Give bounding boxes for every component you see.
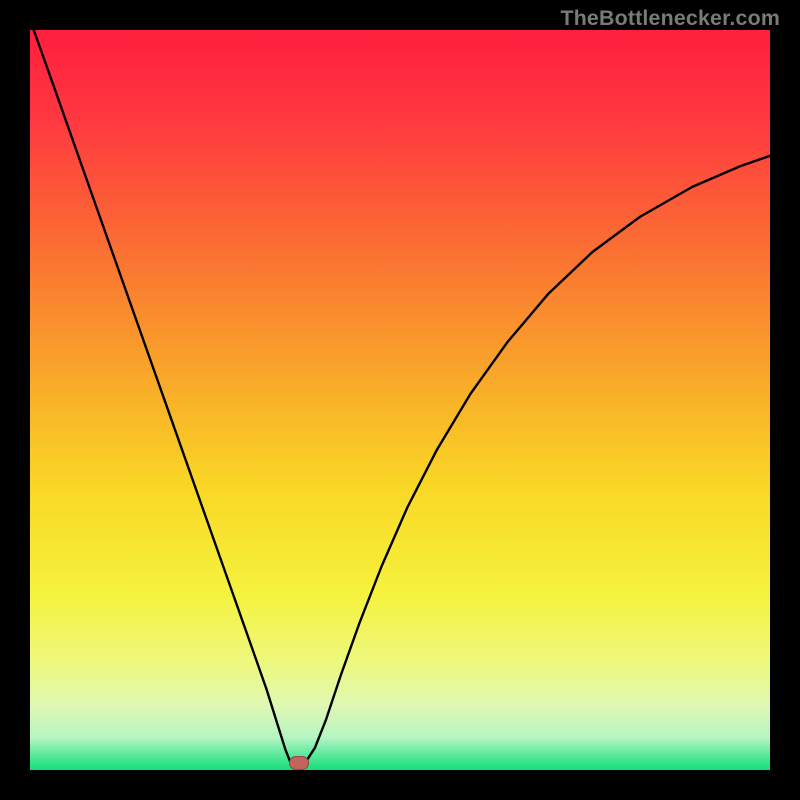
bottleneck-curve xyxy=(30,30,770,770)
plot-area xyxy=(30,30,770,770)
watermark-text: TheBottlenecker.com xyxy=(560,6,780,31)
chart-frame: TheBottlenecker.com xyxy=(0,0,800,800)
optimum-marker xyxy=(289,756,309,770)
curve-path xyxy=(34,30,770,767)
